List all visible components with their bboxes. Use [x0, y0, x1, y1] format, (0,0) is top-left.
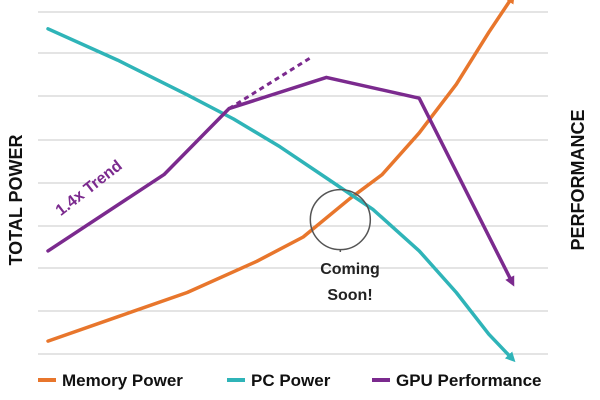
series-pc-power-line: [46, 27, 516, 363]
y-axis-label-left: TOTAL POWER: [6, 134, 26, 265]
legend-label: GPU Performance: [396, 371, 542, 390]
legend: Memory Power PC Power GPU Performance: [38, 371, 542, 390]
legend-label: Memory Power: [62, 371, 183, 390]
series-layer: [46, 0, 516, 363]
coming-soon-text-line1: Coming: [320, 261, 380, 278]
trend-extension-line: [228, 55, 314, 110]
legend-label: PC Power: [251, 371, 331, 390]
series-memory-power-line: [46, 0, 515, 343]
grid-lines: [38, 11, 548, 355]
series-gpu-performance-line: [46, 75, 515, 287]
coming-soon-circle: [309, 188, 372, 251]
y-axis-label-right: PERFORMANCE: [568, 109, 588, 250]
coming-soon-text-line2: Soon!: [327, 287, 372, 304]
legend-item-pc-power: PC Power: [227, 371, 331, 390]
trend-annotation: 1.4x Trend: [53, 157, 126, 219]
legend-item-memory-power: Memory Power: [38, 371, 183, 390]
legend-item-gpu-performance: GPU Performance: [372, 371, 542, 390]
